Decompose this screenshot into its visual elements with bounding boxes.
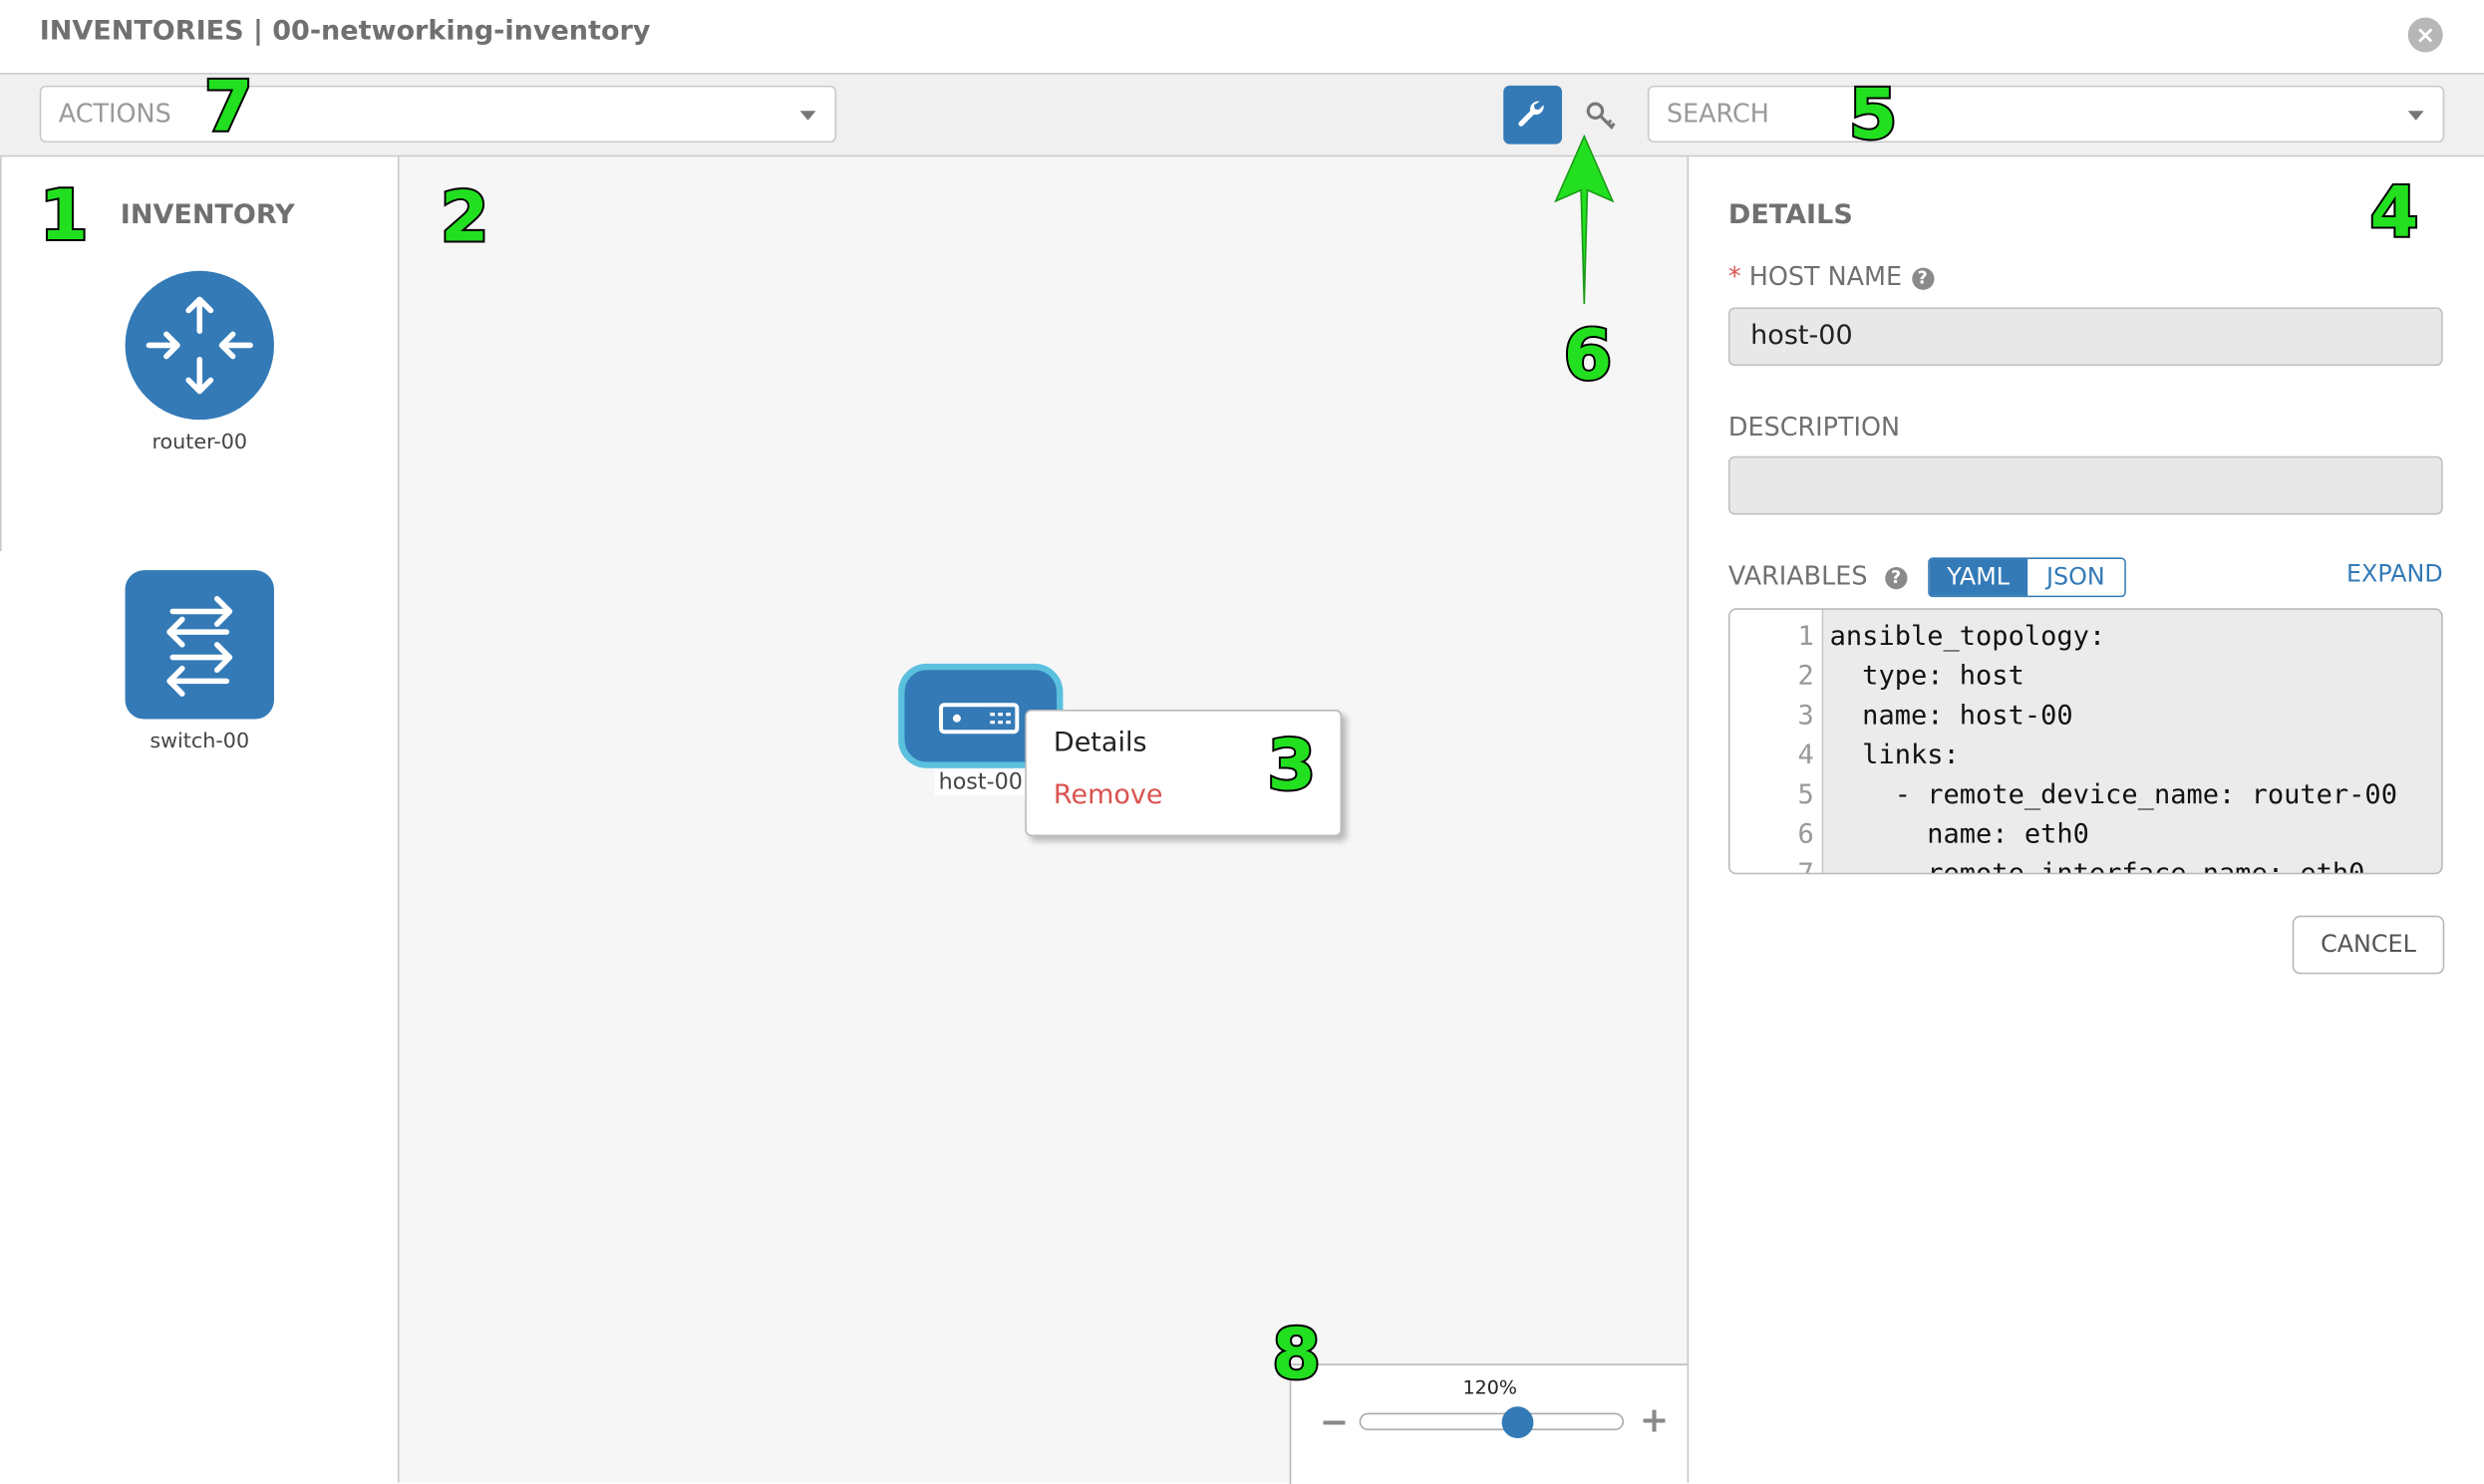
- annotation-1: 1: [38, 175, 91, 257]
- code-text: - remote_device_name: router-00: [1829, 778, 2397, 811]
- line-number: 5: [1797, 778, 1814, 811]
- title-bar: INVENTORIES | 00-networking-inventory ×: [0, 0, 2484, 75]
- chevron-down-icon: [799, 111, 816, 121]
- zoom-out-icon[interactable]: −: [1319, 1403, 1350, 1443]
- variables-editor[interactable]: 1 ansible_topology: 2 type: host 3 name: ho…: [1727, 608, 2443, 875]
- context-menu: Details Remove: [1025, 710, 1343, 837]
- json-tab[interactable]: JSON: [2026, 559, 2125, 596]
- actions-placeholder: ACTIONS: [58, 98, 171, 129]
- inventory-heading: INVENTORY: [120, 199, 295, 232]
- line-number: 2: [1797, 660, 1814, 693]
- annotation-arrow-icon: [1554, 134, 1615, 305]
- zoom-in-icon[interactable]: +: [1639, 1401, 1670, 1442]
- code-text: ansible_topology:: [1829, 621, 2106, 653]
- host-server-icon: [939, 703, 1020, 735]
- search-dropdown[interactable]: SEARCH: [1647, 85, 2445, 144]
- key-icon: [1586, 102, 1616, 130]
- key-button[interactable]: [1576, 86, 1624, 145]
- close-icon[interactable]: ×: [2407, 17, 2443, 53]
- switch-item[interactable]: [125, 570, 274, 720]
- host-node-label: host-00: [934, 769, 1027, 795]
- zoom-slider-track[interactable]: [1359, 1412, 1625, 1431]
- annotation-5: 5: [1847, 74, 1900, 155]
- yaml-tab[interactable]: YAML: [1929, 559, 2027, 596]
- router-item[interactable]: [125, 270, 274, 421]
- help-icon[interactable]: ?: [1884, 566, 1908, 590]
- wrench-button[interactable]: [1503, 85, 1563, 145]
- code-text: name: eth0: [1829, 818, 2089, 851]
- code-line: 4 links:: [1730, 737, 2442, 776]
- zoom-control: 120% − +: [1289, 1363, 1690, 1484]
- code-line: 3 name: host-00: [1730, 697, 2442, 737]
- annotation-6: 6: [1562, 315, 1615, 397]
- line-number-gutter: [1729, 609, 1824, 873]
- details-heading: DETAILS: [1727, 199, 1853, 232]
- variables-label-text: VARIABLES: [1727, 560, 1868, 591]
- code-line: 5 - remote_device_name: router-00: [1730, 776, 2442, 816]
- required-mark: *: [1727, 261, 1741, 292]
- code-text: remote_interface_name: eth0: [1829, 858, 2365, 875]
- line-number: 3: [1797, 700, 1814, 733]
- code-line: 6 name: eth0: [1730, 815, 2442, 855]
- code-line: 1 ansible_topology:: [1730, 618, 2442, 658]
- variables-label: VARIABLES?: [1727, 560, 1908, 591]
- annotation-2: 2: [439, 177, 491, 259]
- divider: [0, 156, 2, 552]
- router-label: router-00: [152, 431, 248, 455]
- description-label: DESCRIPTION: [1727, 412, 1901, 443]
- description-input[interactable]: [1727, 455, 2443, 515]
- host-name-label: * HOST NAME?: [1728, 261, 1934, 291]
- actions-dropdown[interactable]: ACTIONS: [39, 85, 837, 144]
- line-number: 4: [1797, 740, 1814, 771]
- annotation-7: 7: [202, 66, 255, 148]
- switch-label: switch-00: [150, 730, 250, 754]
- annotation-8: 8: [1270, 1315, 1323, 1396]
- menu-item-details[interactable]: Details: [1053, 727, 1147, 759]
- line-number: 7: [1797, 858, 1814, 875]
- wrench-icon: [1518, 101, 1544, 127]
- format-toggle: YAML JSON: [1928, 557, 2126, 598]
- expand-link[interactable]: EXPAND: [2345, 559, 2443, 588]
- annotation-3: 3: [1265, 725, 1318, 806]
- host-name-label-text: HOST NAME: [1748, 261, 1903, 292]
- line-number: 6: [1797, 818, 1814, 851]
- code-text: links:: [1829, 740, 1960, 771]
- code-line: 7 remote_interface_name: eth0: [1730, 855, 2442, 875]
- zoom-slider-handle[interactable]: [1501, 1406, 1534, 1439]
- code-line: 2 type: host: [1730, 658, 2442, 698]
- code-text: name: host-00: [1829, 700, 2073, 733]
- search-placeholder: SEARCH: [1666, 98, 1769, 129]
- page-title: INVENTORIES | 00-networking-inventory: [39, 15, 651, 48]
- router-icon: [146, 296, 253, 395]
- menu-item-remove[interactable]: Remove: [1053, 778, 1163, 811]
- chevron-down-icon: [2407, 111, 2424, 121]
- line-number: 1: [1797, 621, 1814, 653]
- annotation-4: 4: [2368, 172, 2421, 254]
- host-name-input[interactable]: host-00: [1727, 307, 2443, 367]
- zoom-level: 120%: [1462, 1376, 1518, 1399]
- help-icon[interactable]: ?: [1911, 267, 1934, 290]
- cancel-button[interactable]: CANCEL: [2292, 915, 2445, 975]
- switch-icon: [166, 595, 233, 697]
- code-text: type: host: [1829, 660, 2024, 693]
